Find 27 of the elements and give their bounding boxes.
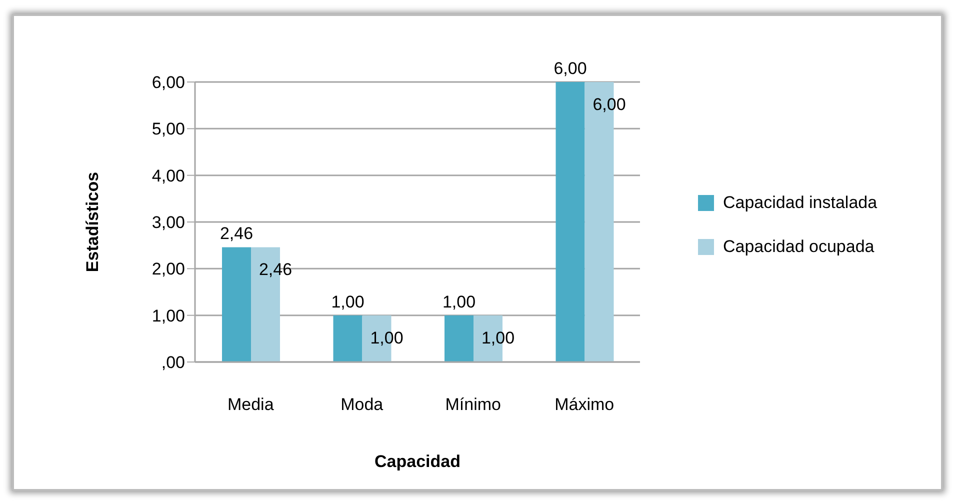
x-axis-title: Capacidad [374, 452, 460, 471]
y-tick-label: 1,00 [152, 306, 185, 326]
bar [222, 247, 251, 362]
y-axis-title: Estadísticos [83, 172, 102, 272]
y-tick-label: 3,00 [152, 213, 185, 232]
data-label: 2,46 [220, 224, 254, 244]
x-tick-label: Mínimo [445, 395, 501, 414]
y-tick-label: 2,00 [152, 260, 185, 279]
data-label: 1,00 [331, 292, 364, 312]
bar [556, 82, 585, 362]
data-label: 6,00 [592, 95, 626, 114]
data-label: 1,00 [481, 328, 515, 348]
x-tick-label: Media [227, 395, 274, 414]
y-tick-label: 4,00 [152, 166, 185, 186]
y-tick-label: 6,00 [152, 73, 185, 92]
data-label: 6,00 [554, 59, 587, 78]
bar [333, 315, 362, 362]
bar [444, 315, 474, 362]
x-tick-label: Máximo [554, 395, 614, 414]
legend-label: Capacidad ocupada [723, 237, 874, 257]
y-tick-label: 5,00 [152, 120, 185, 139]
x-tick-label: Moda [340, 395, 384, 414]
y-tick-label: ,00 [161, 353, 185, 372]
data-label: 1,00 [370, 328, 404, 348]
legend-label: Capacidad instalada [723, 193, 878, 213]
data-label: 1,00 [442, 292, 476, 312]
data-label: 2,46 [258, 260, 292, 280]
